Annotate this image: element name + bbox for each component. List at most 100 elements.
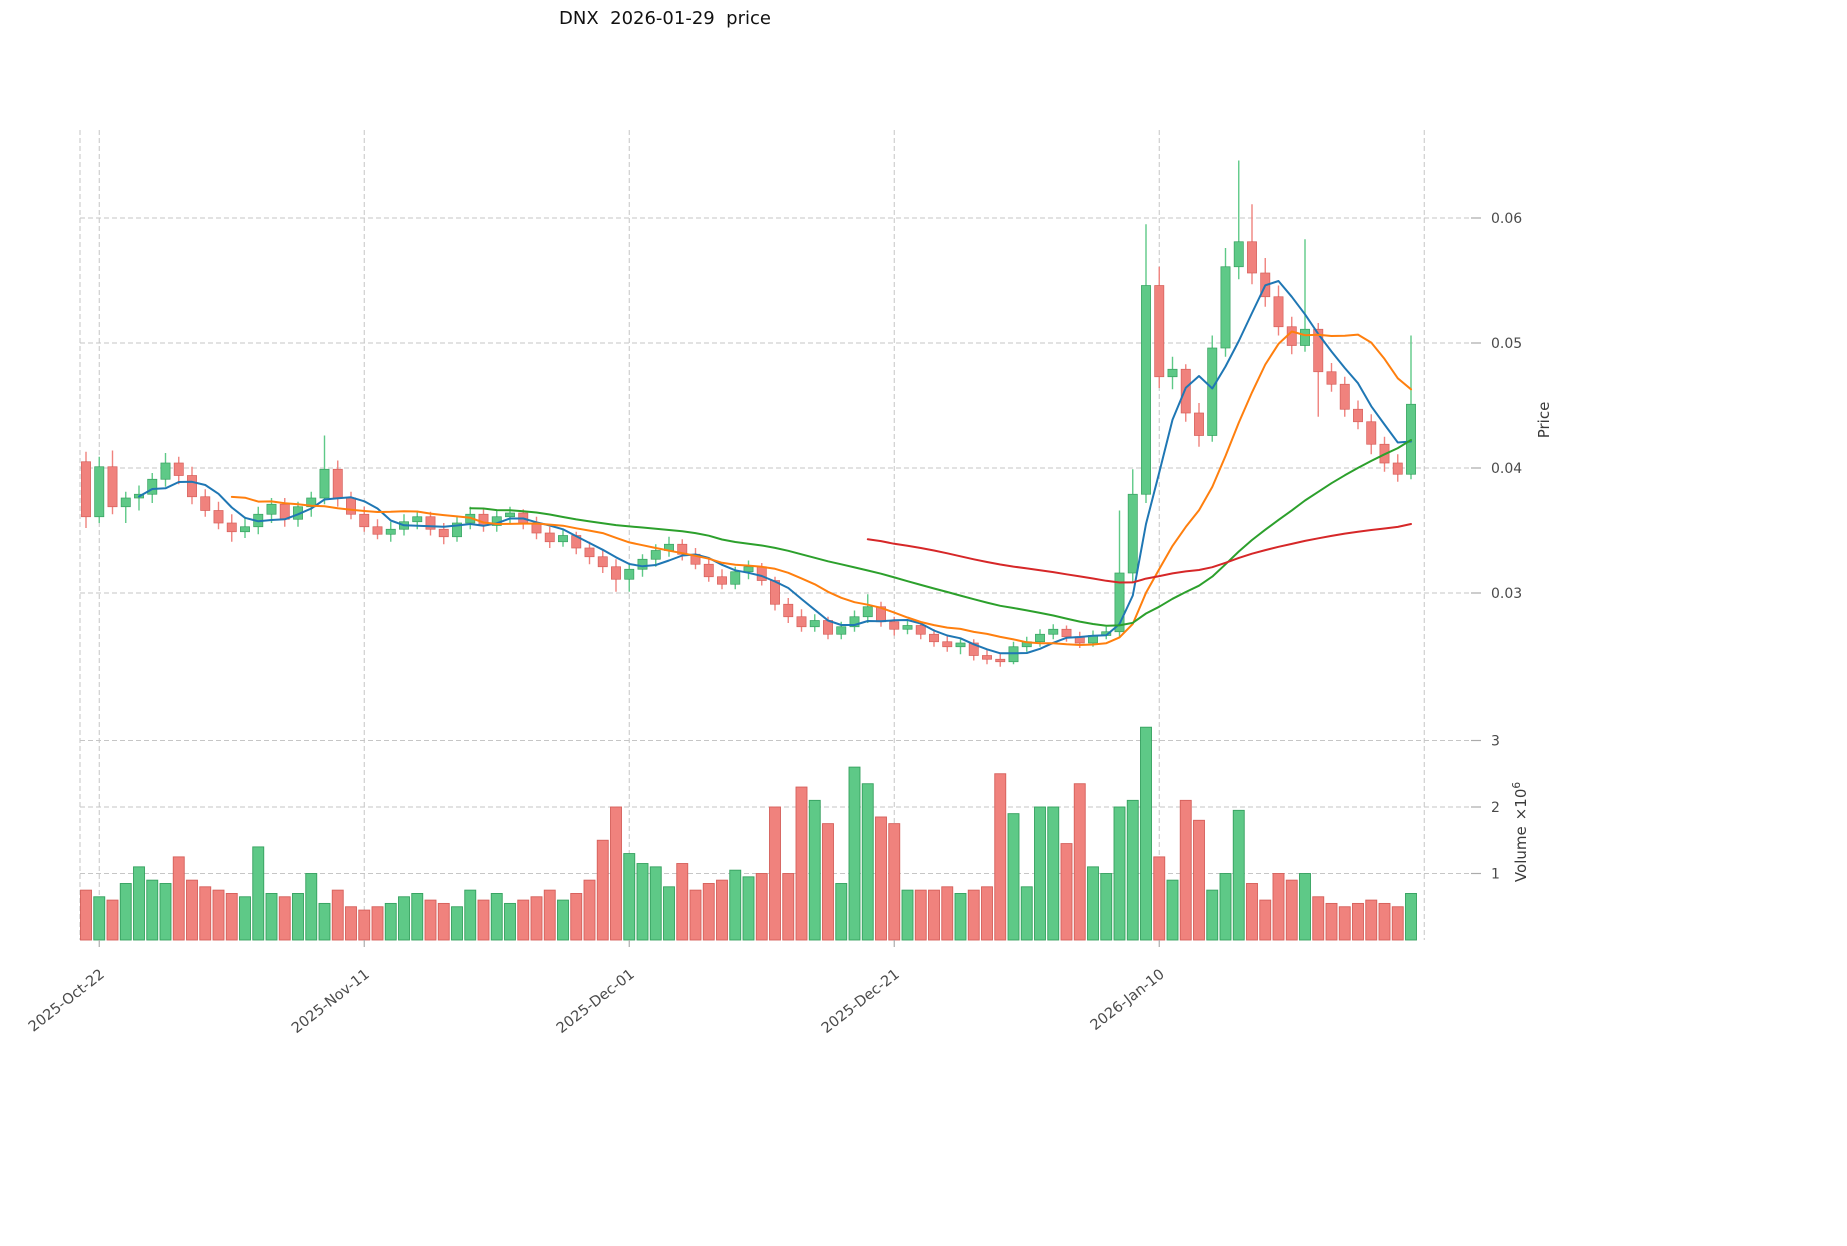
volume-bar <box>557 899 569 941</box>
candle-body <box>107 466 118 508</box>
candle-body <box>372 526 383 535</box>
volume-bar <box>1325 902 1338 941</box>
volume-bar <box>1073 783 1086 941</box>
price-axis-label: Price <box>1535 402 1553 439</box>
volume-bar <box>742 876 755 941</box>
volume-bar <box>305 873 318 941</box>
candle-body <box>902 625 913 630</box>
volume-bar <box>570 893 583 941</box>
volume-bar <box>398 896 410 941</box>
volume-bar <box>1312 896 1325 941</box>
candle-body <box>544 532 555 543</box>
volume-bar <box>861 783 874 941</box>
volume-bar <box>159 883 172 941</box>
volume-bar <box>345 906 357 941</box>
volume-bar <box>808 799 821 941</box>
volume-bar <box>914 889 927 941</box>
volume-tick-label: 3 <box>1491 734 1500 750</box>
volume-bar <box>1206 889 1219 941</box>
candle-body <box>1247 241 1257 274</box>
volume-bar <box>331 889 344 941</box>
volume-bar <box>146 879 159 941</box>
volume-bar <box>610 806 622 941</box>
volume-bar <box>1259 899 1272 941</box>
candle-body <box>968 642 979 656</box>
candle-body <box>1035 633 1045 643</box>
candle-body <box>558 535 568 543</box>
volume-bar <box>1100 873 1113 941</box>
volume-bar <box>1153 856 1166 941</box>
volume-bar <box>1113 806 1126 941</box>
candle-body <box>1392 462 1403 475</box>
candle-body <box>385 528 396 535</box>
volume-bar <box>1219 873 1232 941</box>
candle-body <box>1048 628 1059 635</box>
date-tick-label: 2026-Jan-10 <box>1088 967 1168 1034</box>
volume-bar <box>835 883 848 941</box>
volume-bar <box>225 893 238 941</box>
candle-body <box>1154 285 1165 378</box>
price-tick-label: 0.03 <box>1491 586 1522 602</box>
candle-body <box>756 566 767 581</box>
ma-line-30 <box>469 439 1412 627</box>
volume-bar <box>265 893 278 941</box>
ma-line-12 <box>230 330 1412 646</box>
candle-body <box>730 571 741 585</box>
volume-bar <box>928 889 940 941</box>
candle-body <box>1300 328 1310 346</box>
volume-bar <box>1338 906 1351 941</box>
volume-bar <box>901 889 914 941</box>
volume-bar <box>967 889 980 941</box>
candle-body <box>1313 328 1324 373</box>
volume-bar <box>1047 806 1060 941</box>
ma-line-5 <box>138 280 1412 655</box>
volume-axis-label-text: Volume <box>1512 826 1530 882</box>
volume-tick-label: 2 <box>1491 800 1500 816</box>
volume-bar <box>954 893 967 941</box>
volume-bar <box>212 889 225 941</box>
ma-lines <box>138 280 1412 655</box>
candle-body <box>319 468 330 499</box>
volume-axis-label: Volume ×106 <box>1511 782 1530 882</box>
candle-body <box>836 626 847 635</box>
volume-bar <box>888 823 901 941</box>
volume-bar <box>1352 902 1364 941</box>
volume-bar <box>1378 902 1391 941</box>
volume-bar <box>1060 843 1073 941</box>
candle-body <box>611 566 621 580</box>
volume-tick-label: 1 <box>1491 867 1500 883</box>
volume-bar <box>477 899 490 941</box>
volume-bar <box>623 853 636 941</box>
candle-body <box>1167 368 1178 378</box>
volume-bar <box>795 786 808 941</box>
volume-bar <box>848 766 861 941</box>
volume-bar <box>490 893 503 941</box>
candle-body <box>1061 628 1072 638</box>
candle-body <box>915 625 926 635</box>
candle-body <box>584 547 595 558</box>
volume-bar <box>119 883 132 941</box>
volume-bar <box>1007 813 1020 941</box>
volume-axis-scale-exponent: 6 <box>1511 782 1523 789</box>
candle-body <box>1326 371 1337 385</box>
volume-bar <box>1285 879 1298 941</box>
price-tick-label: 0.06 <box>1491 211 1522 227</box>
candle-body <box>1127 493 1138 574</box>
candle-body <box>743 566 754 573</box>
volume-bar <box>384 902 397 941</box>
candle-body <box>1207 347 1218 436</box>
volume-bar <box>1020 886 1033 941</box>
candle-body <box>796 616 807 628</box>
candle-body <box>982 655 992 660</box>
volume-bar <box>199 886 212 941</box>
volume-bar <box>941 886 954 941</box>
candle-body <box>346 497 356 515</box>
volume-bar <box>994 773 1007 941</box>
candle-body <box>955 642 966 648</box>
volume-bar <box>875 816 887 941</box>
volume-bar <box>702 883 715 941</box>
candle-body <box>213 510 224 524</box>
candle-body <box>1114 572 1125 633</box>
candle-body <box>995 658 1006 663</box>
